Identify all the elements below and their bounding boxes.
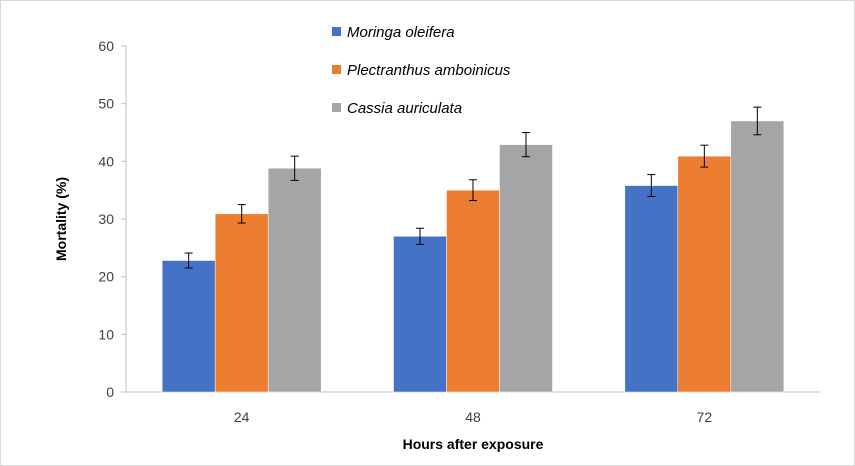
bar-cassia-auriculata-48 <box>499 144 553 393</box>
x-tick-label: 48 <box>465 409 481 425</box>
legend-item: Cassia auriculata <box>332 100 462 117</box>
x-tick-label: 72 <box>697 409 713 425</box>
bar-plectranthus-amboinicus-48 <box>446 189 500 393</box>
legend: Moringa oleifera Plectranthus amboinicus C… <box>332 24 511 117</box>
y-tick-label: 40 <box>98 153 114 169</box>
legend-swatch <box>332 27 341 36</box>
error-bar <box>647 174 656 198</box>
legend-swatch <box>332 103 341 112</box>
error-bar <box>700 144 709 168</box>
y-tick-label: 20 <box>98 269 114 285</box>
bar-moringa-oleifera-24 <box>161 260 216 393</box>
y-tick-label: 50 <box>98 96 114 112</box>
error-bar <box>184 252 193 269</box>
error-bar <box>753 106 762 136</box>
error-bar <box>416 227 424 245</box>
y-tick-label: 30 <box>98 211 114 227</box>
bar-cassia-auriculata-24 <box>267 168 322 393</box>
y-axis: 0 10 20 30 40 50 60 <box>98 38 127 400</box>
y-tick-label: 10 <box>98 326 114 342</box>
error-bar <box>469 179 477 202</box>
legend-label: Plectranthus amboinicus <box>347 62 511 79</box>
legend-label: Moringa oleifera <box>347 24 455 41</box>
legend-label: Cassia auriculata <box>347 100 462 117</box>
x-axis: 24 48 72 <box>126 391 820 425</box>
y-tick-label: 0 <box>106 384 114 400</box>
y-axis-title: Mortality (%) <box>53 177 69 261</box>
bar-cassia-auriculata-72 <box>730 120 785 393</box>
bars-group <box>161 120 785 393</box>
y-tick-label: 60 <box>98 38 114 54</box>
error-bar <box>237 204 246 224</box>
x-tick-label: 24 <box>234 409 250 425</box>
bar-plectranthus-amboinicus-72 <box>677 155 732 393</box>
error-bars-group <box>184 106 762 269</box>
error-bar <box>290 155 299 181</box>
x-axis-title: Hours after exposure <box>403 436 544 452</box>
legend-swatch <box>332 65 341 74</box>
legend-item: Moringa oleifera <box>332 24 455 41</box>
error-bar <box>522 132 530 158</box>
bar-plectranthus-amboinicus-24 <box>214 213 269 393</box>
bar-moringa-oleifera-48 <box>393 236 447 393</box>
bar-moringa-oleifera-72 <box>624 185 679 393</box>
legend-item: Plectranthus amboinicus <box>332 62 511 79</box>
